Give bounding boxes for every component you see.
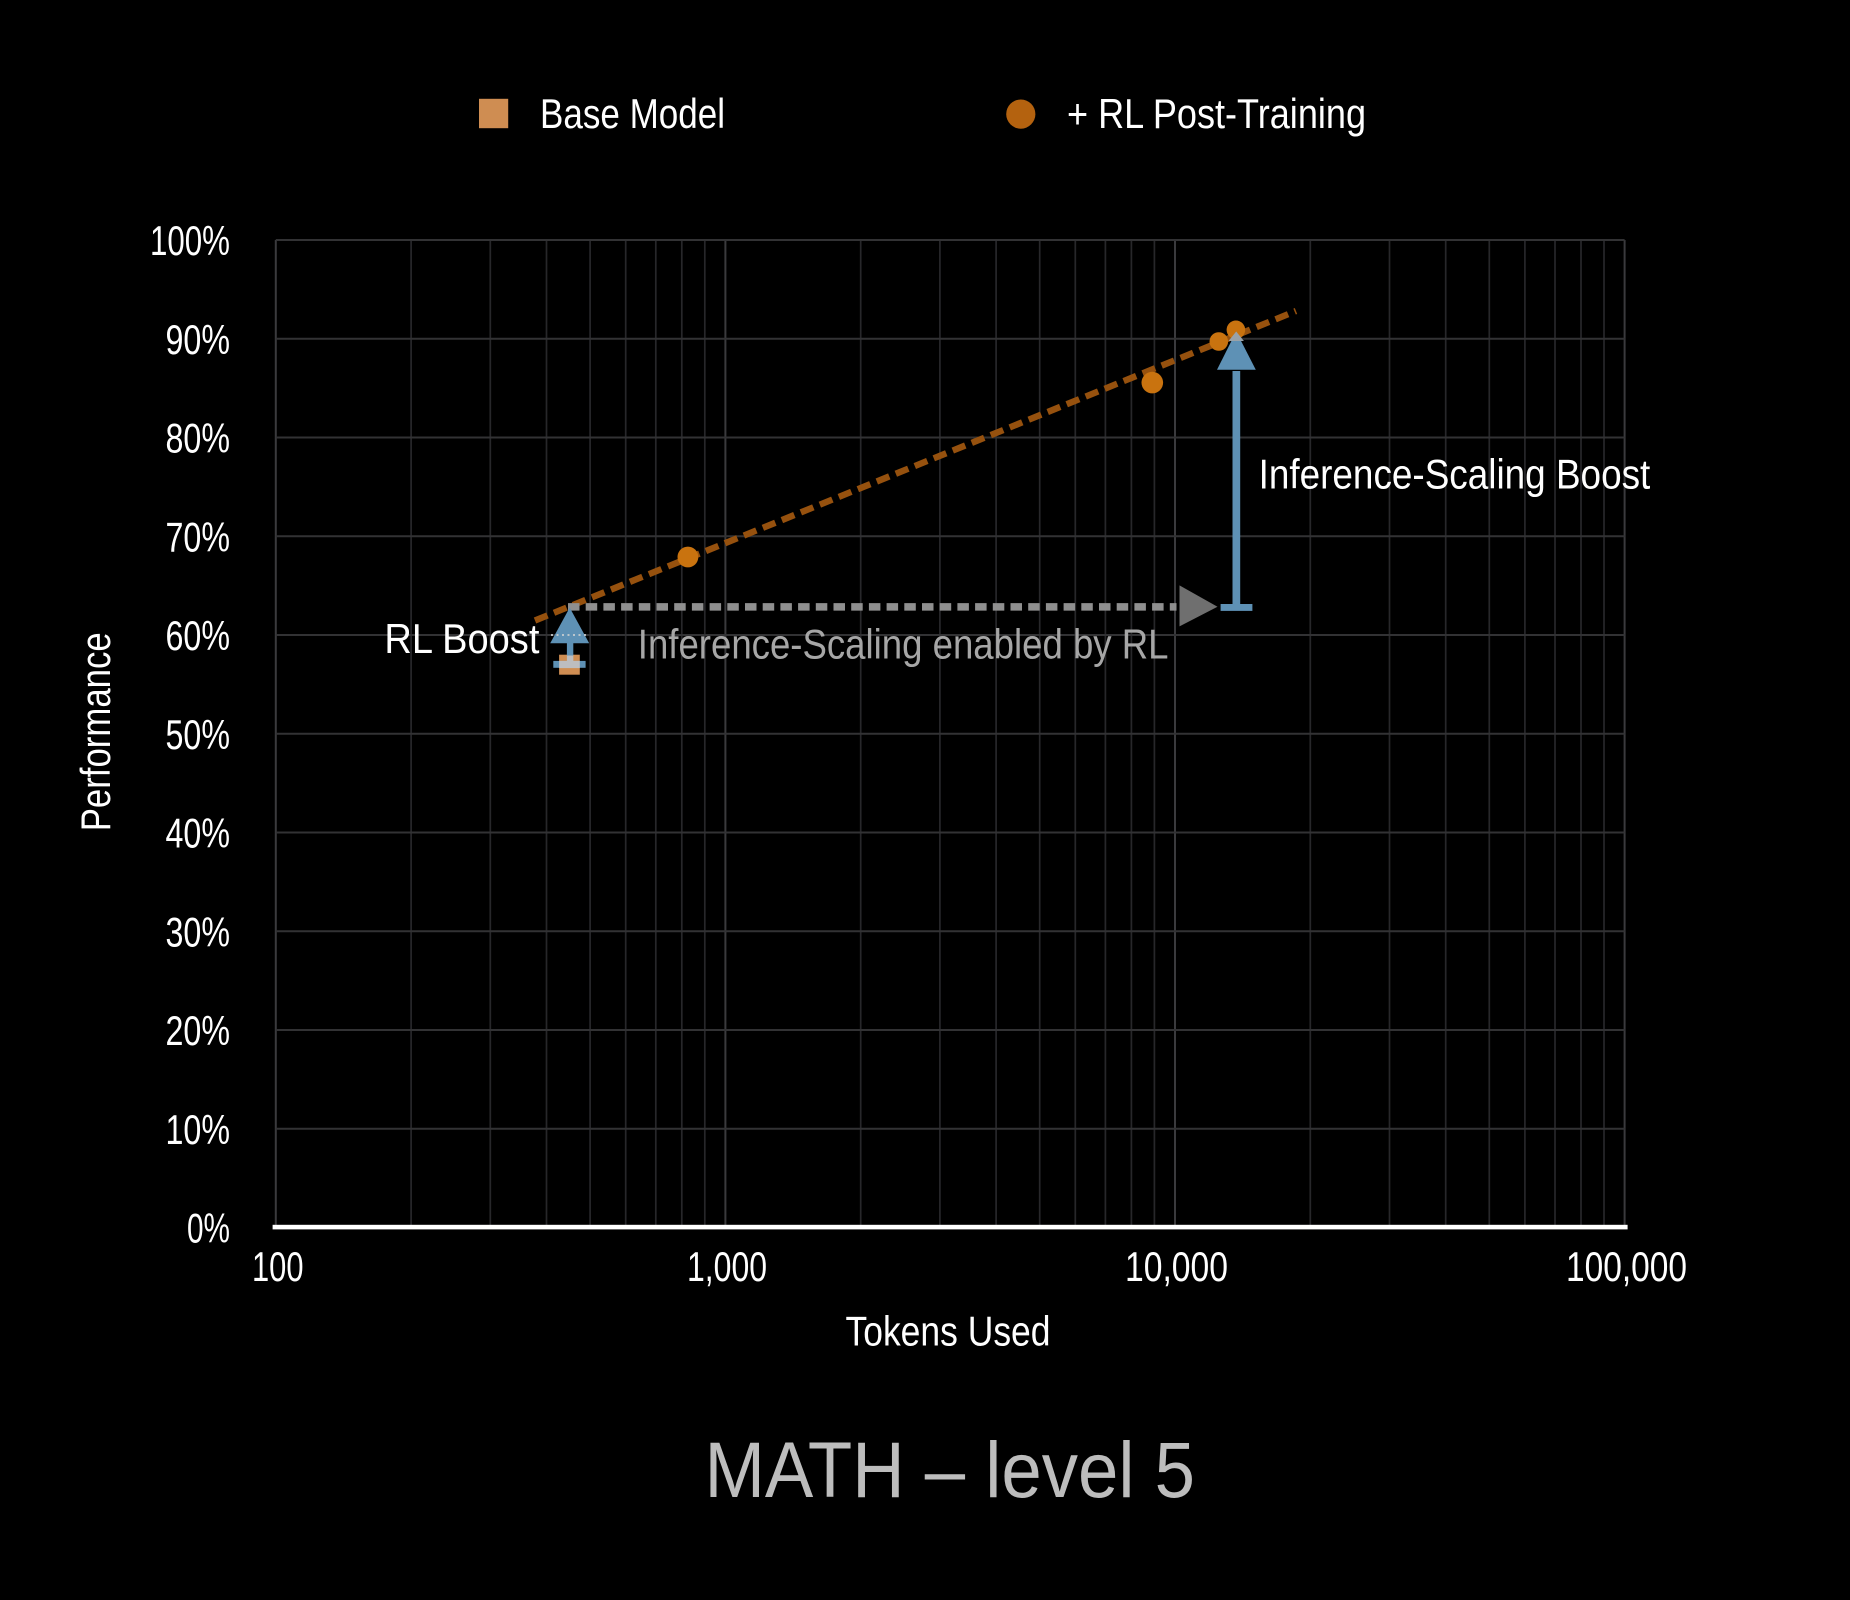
svg-text:Base Model: Base Model [540, 90, 725, 137]
svg-text:40%: 40% [166, 810, 231, 857]
svg-text:Inference-Scaling Boost: Inference-Scaling Boost [1259, 451, 1651, 498]
svg-text:0%: 0% [187, 1205, 230, 1252]
svg-text:100%: 100% [150, 217, 230, 264]
svg-text:20%: 20% [166, 1007, 231, 1054]
svg-text:10%: 10% [166, 1106, 231, 1153]
svg-text:30%: 30% [166, 908, 231, 955]
svg-text:70%: 70% [166, 513, 231, 560]
svg-text:Tokens Used: Tokens Used [846, 1308, 1051, 1355]
svg-text:80%: 80% [166, 415, 231, 462]
svg-text:Performance: Performance [72, 632, 119, 831]
svg-text:100: 100 [252, 1243, 304, 1290]
svg-text:50%: 50% [166, 711, 231, 758]
svg-text:1,000: 1,000 [687, 1243, 767, 1290]
svg-text:60%: 60% [166, 612, 231, 659]
svg-text:MATH – level 5: MATH – level 5 [705, 1425, 1196, 1514]
svg-text:10,000: 10,000 [1125, 1243, 1228, 1290]
svg-text:RL Boost: RL Boost [384, 615, 539, 662]
svg-text:+ RL Post-Training: + RL Post-Training [1067, 90, 1366, 137]
svg-text:90%: 90% [166, 316, 231, 363]
svg-text:100,000: 100,000 [1566, 1243, 1687, 1290]
svg-text:Inference-Scaling enabled by R: Inference-Scaling enabled by RL [638, 620, 1169, 667]
